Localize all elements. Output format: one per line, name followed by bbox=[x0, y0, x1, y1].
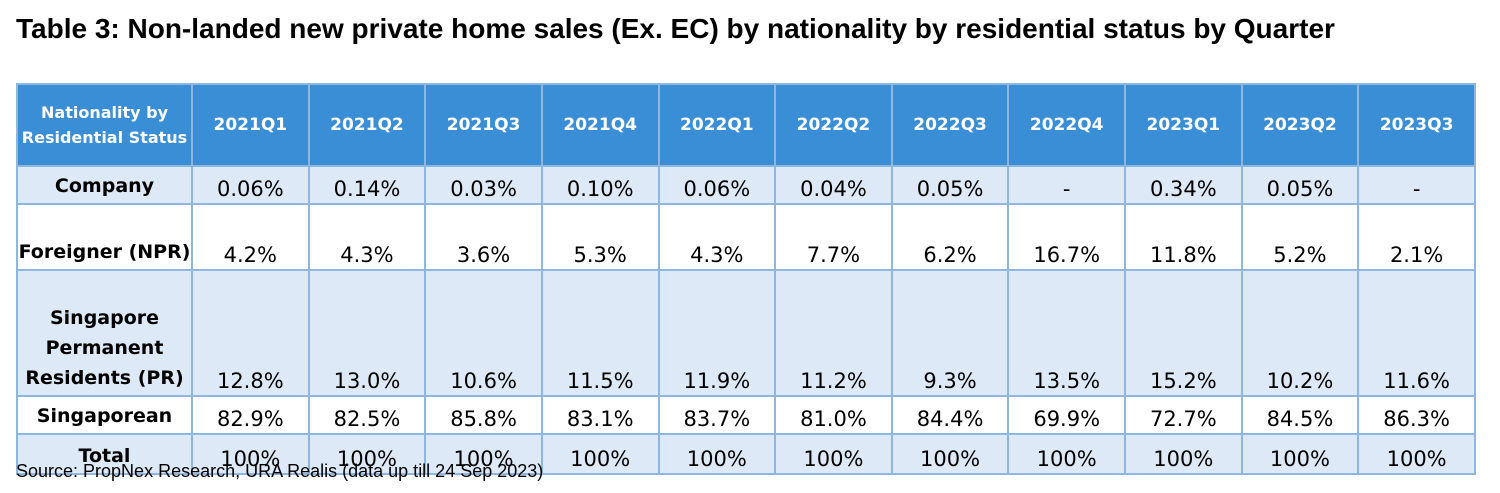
row-label: Singaporean bbox=[16, 395, 193, 435]
table-cell: 3.6% bbox=[424, 203, 543, 271]
table-cell: 83.7% bbox=[657, 395, 777, 435]
table-cell: - bbox=[1357, 165, 1476, 205]
table-cell: 11.6% bbox=[1357, 269, 1476, 397]
quarter-header: 2021Q3 bbox=[424, 83, 543, 167]
table-cell: 0.05% bbox=[1240, 165, 1360, 205]
table-cell: 100% bbox=[1357, 433, 1476, 475]
row-label: Total bbox=[16, 433, 193, 475]
table-cell: 0.03% bbox=[424, 165, 543, 205]
table-cell: 100% bbox=[191, 433, 310, 475]
table-cell: 84.4% bbox=[890, 395, 1010, 435]
table-cell: 11.8% bbox=[1124, 203, 1243, 271]
table-cell: 83.1% bbox=[540, 395, 660, 435]
table-cell: 100% bbox=[1240, 433, 1360, 475]
table-cell: 100% bbox=[1124, 433, 1243, 475]
table-cell: 0.04% bbox=[774, 165, 893, 205]
table-cell: 4.2% bbox=[191, 203, 310, 271]
quarter-header: 2022Q4 bbox=[1007, 83, 1126, 167]
table-cell: 0.34% bbox=[1124, 165, 1243, 205]
row-label: Company bbox=[16, 165, 193, 205]
table-cell: 86.3% bbox=[1357, 395, 1476, 435]
table-row: Singapore Permanent Residents (PR) 12.8%… bbox=[16, 269, 1476, 397]
table-cell: - bbox=[1007, 165, 1126, 205]
table-title: Table 3: Non-landed new private home sal… bbox=[16, 13, 1335, 44]
table-cell: 12.8% bbox=[191, 269, 310, 397]
table-cell: 11.2% bbox=[774, 269, 893, 397]
table-cell: 9.3% bbox=[890, 269, 1010, 397]
row-label: Singapore Permanent Residents (PR) bbox=[16, 269, 193, 397]
table-cell: 13.5% bbox=[1007, 269, 1126, 397]
table-cell: 82.9% bbox=[191, 395, 310, 435]
table-cell: 100% bbox=[540, 433, 660, 475]
table-cell: 84.5% bbox=[1240, 395, 1360, 435]
table-cell: 11.5% bbox=[540, 269, 660, 397]
table-row: Company 0.06% 0.14% 0.03% 0.10% 0.06% 0.… bbox=[16, 165, 1476, 205]
table-cell: 6.2% bbox=[890, 203, 1010, 271]
table-cell: 10.6% bbox=[424, 269, 543, 397]
source-note: Source: PropNex Research, URA Realis (da… bbox=[16, 461, 544, 481]
table-cell: 5.2% bbox=[1240, 203, 1360, 271]
table-cell: 100% bbox=[1007, 433, 1126, 475]
quarter-header: 2023Q2 bbox=[1240, 83, 1360, 167]
quarter-header: 2022Q1 bbox=[657, 83, 777, 167]
quarter-header: 2022Q3 bbox=[890, 83, 1010, 167]
table-cell: 16.7% bbox=[1007, 203, 1126, 271]
quarter-header: 2023Q1 bbox=[1124, 83, 1243, 167]
table-cell: 69.9% bbox=[1007, 395, 1126, 435]
table-cell: 4.3% bbox=[657, 203, 777, 271]
table-cell: 13.0% bbox=[307, 269, 427, 397]
table-cell: 100% bbox=[890, 433, 1010, 475]
table-cell: 100% bbox=[657, 433, 777, 475]
table-cell: 81.0% bbox=[774, 395, 893, 435]
table-cell: 72.7% bbox=[1124, 395, 1243, 435]
table-cell: 15.2% bbox=[1124, 269, 1243, 397]
table-cell: 0.05% bbox=[890, 165, 1010, 205]
table-cell: 100% bbox=[307, 433, 427, 475]
table-cell: 10.2% bbox=[1240, 269, 1360, 397]
table-cell: 0.06% bbox=[657, 165, 777, 205]
table-row: Foreigner (NPR) 4.2% 4.3% 3.6% 5.3% 4.3%… bbox=[16, 203, 1476, 271]
table-cell: 0.06% bbox=[191, 165, 310, 205]
table-cell: 100% bbox=[424, 433, 543, 475]
table-cell: 100% bbox=[774, 433, 893, 475]
quarter-header: 2022Q2 bbox=[774, 83, 893, 167]
quarter-header: 2021Q2 bbox=[307, 83, 427, 167]
table-row: Singaporean 82.9% 82.5% 85.8% 83.1% 83.7… bbox=[16, 395, 1476, 435]
header-row: Nationality by Residential Status 2021Q1… bbox=[16, 83, 1476, 167]
quarter-header: 2021Q4 bbox=[540, 83, 660, 167]
table-cell: 4.3% bbox=[307, 203, 427, 271]
row-label: Foreigner (NPR) bbox=[16, 203, 193, 271]
table-cell: 0.10% bbox=[540, 165, 660, 205]
table-row: Total 100% 100% 100% 100% 100% 100% 100%… bbox=[16, 433, 1476, 475]
table-cell: 7.7% bbox=[774, 203, 893, 271]
quarter-header: 2021Q1 bbox=[191, 83, 310, 167]
table-cell: 5.3% bbox=[540, 203, 660, 271]
home-sales-table: Nationality by Residential Status 2021Q1… bbox=[16, 83, 1476, 475]
table-cell: 85.8% bbox=[424, 395, 543, 435]
corner-header: Nationality by Residential Status bbox=[16, 83, 193, 167]
table-cell: 0.14% bbox=[307, 165, 427, 205]
table-cell: 2.1% bbox=[1357, 203, 1476, 271]
table-cell: 11.9% bbox=[657, 269, 777, 397]
quarter-header: 2023Q3 bbox=[1357, 83, 1476, 167]
table-cell: 82.5% bbox=[307, 395, 427, 435]
